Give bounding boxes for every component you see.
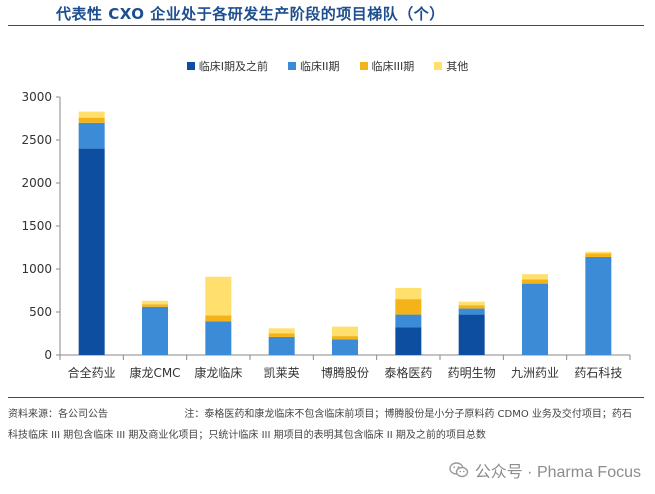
x-category-label: 康龙临床 [194, 365, 242, 380]
legend-swatch [359, 62, 368, 70]
y-tick-label: 2000 [21, 176, 52, 190]
bar-segment [395, 287, 422, 300]
bar-segment [142, 306, 168, 355]
y-tick-label: 3000 [21, 90, 52, 104]
x-category-label: 泰格医药 [384, 365, 432, 380]
bar-segment [268, 336, 295, 355]
bar-segment [585, 253, 612, 257]
bar-segment [395, 314, 422, 328]
legend-swatch [186, 62, 195, 70]
chart-title: 代表性 CXO 企业处于各研发生产阶段的项目梯队（个） [56, 5, 445, 23]
legend-swatch [288, 62, 296, 70]
bar-segment [458, 305, 485, 309]
x-category-label: 药明生物 [448, 366, 496, 380]
y-tick-label: 500 [29, 305, 52, 319]
bar-segment [522, 279, 548, 284]
y-tick-label: 0 [44, 348, 52, 362]
bar-segment [522, 274, 548, 280]
bar-segment [522, 283, 548, 355]
legend-item: 临床I期及之前 [186, 58, 268, 74]
x-category-label: 凯莱英 [264, 366, 300, 380]
note-text: 注：泰格医药和康龙临床不包含临床前项目；博腾股份是小分子原料药 CDMO 业务及… [8, 409, 632, 441]
bar-segment [78, 148, 105, 355]
legend-item: 临床II期 [288, 58, 340, 74]
chart-legend: 临床I期及之前 临床II期 临床III期 其他 [0, 58, 655, 74]
footnote: 资料来源：各公司公告 注：泰格医药和康龙临床不包含临床前项目；博腾股份是小分子原… [8, 404, 638, 446]
x-category-label: 九洲药业 [511, 366, 559, 380]
legend-swatch [434, 62, 443, 70]
title-divider [8, 25, 644, 26]
bar-segment [78, 117, 105, 123]
legend-label: 临床II期 [300, 60, 340, 73]
bar-segment [78, 111, 105, 118]
wechat-icon [449, 462, 469, 478]
x-category-label: 博腾股份 [321, 365, 369, 380]
x-category-label: 康龙CMC [129, 365, 180, 380]
source-text: 资料来源：各公司公告 [8, 409, 108, 420]
watermark-text: 公众号 · Pharma Focus [474, 464, 641, 481]
bar-segment [332, 339, 358, 355]
legend-item: 临床III期 [359, 58, 415, 74]
y-tick-label: 1000 [21, 262, 52, 276]
legend-label: 临床I期及之前 [198, 60, 268, 73]
y-tick-label: 2500 [21, 133, 52, 147]
bar-segment [142, 300, 168, 305]
bar-segment [268, 328, 295, 334]
legend-label: 临床III期 [371, 60, 415, 73]
footer-divider [8, 397, 644, 398]
bar-segment [395, 327, 422, 355]
x-category-label: 合全药业 [68, 365, 116, 380]
bar-segment [585, 256, 612, 355]
stacked-bar-chart: 0 500 1000 1500 2000 2500 3000 合全药业 康龙CMC 康龙临床 凯莱英… [21, 90, 631, 380]
legend-label: 其他 [446, 60, 469, 73]
bar-segment [458, 314, 485, 355]
bar-segment [585, 251, 612, 254]
bar-segment [205, 276, 232, 316]
bar-segment [332, 336, 358, 340]
bar-segment [142, 304, 168, 307]
x-category-label: 药石科技 [574, 366, 622, 380]
bar-segment [395, 299, 422, 315]
bar-segment [268, 333, 295, 337]
y-tick-label: 1500 [21, 219, 52, 233]
watermark: 公众号 · Pharma Focus [449, 458, 641, 482]
bar-segment [458, 308, 485, 315]
bar-segment [78, 122, 105, 149]
bar-segment [205, 315, 232, 322]
legend-item: 其他 [434, 58, 468, 74]
bar-segment [332, 326, 358, 337]
bar-segment [458, 301, 485, 306]
bar-segment [205, 321, 232, 355]
